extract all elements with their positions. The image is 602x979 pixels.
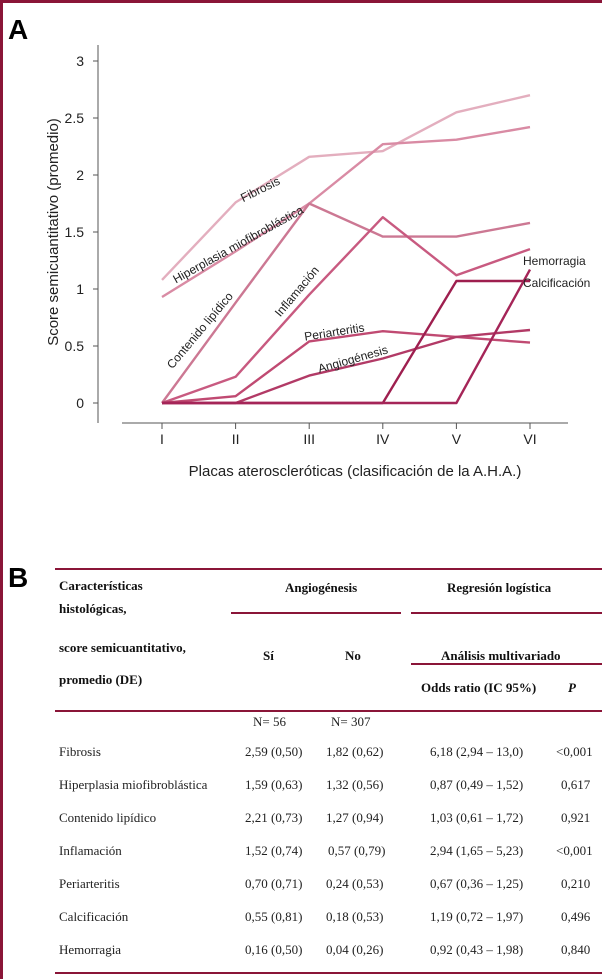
header-no: No [345, 648, 361, 663]
header-multivariado: Análisis multivariado [441, 648, 561, 663]
x-tick-label: IV [376, 431, 390, 447]
header-si: Sí [263, 648, 274, 663]
row-si: 1,59 (0,63) [245, 777, 303, 792]
row-no: 1,82 (0,62) [326, 744, 384, 759]
header-col1-line4: promedio (DE) [59, 672, 143, 687]
x-tick-label: V [452, 431, 462, 447]
row-si: 0,70 (0,71) [245, 876, 303, 891]
y-tick-label: 3 [76, 53, 84, 69]
row-name: Calcificación [59, 909, 129, 924]
series-line-periarteritis [161, 330, 531, 405]
row-no: 1,32 (0,56) [326, 777, 384, 792]
multivariate-rule [411, 663, 602, 665]
x-tick-label: III [303, 431, 315, 447]
row-name: Hemorragia [59, 942, 122, 957]
series-layer [161, 94, 532, 405]
series-line-contenido-lipidico [161, 202, 531, 404]
y-tick-label: 2.5 [65, 110, 85, 126]
row-si: 2,59 (0,50) [245, 744, 303, 759]
series-label: Inflamación [272, 263, 322, 319]
table-bottom-rule [55, 972, 602, 974]
y-tick-label: 2 [76, 167, 84, 183]
row-si: 2,21 (0,73) [245, 810, 303, 825]
row-name: Periarteritis [59, 876, 120, 891]
row-odds: 2,94 (1,65 – 5,23) [430, 843, 524, 858]
header-p: P [568, 680, 576, 695]
row-name: Contenido lipídico [59, 810, 157, 825]
series-line-hemorragia [162, 269, 532, 405]
series-label: Periarteritis [303, 320, 365, 343]
series-label: Fibrosis [238, 174, 282, 205]
table-row: Inflamación 1,52 (0,74) 0,57 (0,79) 2,94… [55, 843, 602, 863]
panel-a-letter: A [8, 14, 29, 45]
table-row: Calcificación 0,55 (0,81) 0,18 (0,53) 1,… [55, 909, 602, 929]
row-odds: 1,03 (0,61 – 1,72) [430, 810, 524, 825]
table-row: Fibrosis 2,59 (0,50) 1,82 (0,62) 6,18 (2… [55, 744, 602, 764]
header-col1-line2: histológicas, [59, 601, 127, 616]
series-line-fibrosis [161, 94, 531, 281]
x-tick-label: I [160, 431, 164, 447]
y-axis-label: Score semicuantitativo (promedio) [45, 118, 62, 346]
header-bottom-rule [55, 710, 602, 712]
x-axis-label: Placas ateroscleróticas (clasificación d… [189, 463, 522, 480]
row-si: 0,16 (0,50) [245, 942, 303, 957]
row-name: Hiperplasia miofibroblástica [59, 777, 208, 792]
row-p: <0,001 [556, 744, 593, 759]
row-odds: 1,19 (0,72 – 1,97) [430, 909, 524, 924]
header-regresion: Regresión logística [447, 580, 552, 595]
row-p: 0,496 [561, 909, 591, 924]
row-p: 0,840 [561, 942, 591, 957]
table-row: Contenido lipídico 2,21 (0,73) 1,27 (0,9… [55, 810, 602, 830]
row-odds: 0,87 (0,49 – 1,52) [430, 777, 524, 792]
table-row: Hemorragia 0,16 (0,50) 0,04 (0,26) 0,92 … [55, 942, 602, 962]
header-odds: Odds ratio (IC 95%) [421, 680, 537, 695]
row-si: 1,52 (0,74) [245, 843, 303, 858]
regression-rule [411, 612, 602, 614]
n-no: N= 307 [331, 714, 371, 729]
chart-axes: 00.511.522.53I II III IV V VI [65, 45, 568, 447]
header-angiogenesis: Angiogénesis [285, 580, 358, 595]
n-si: N= 56 [253, 714, 286, 729]
row-no: 0,18 (0,53) [326, 909, 384, 924]
row-name: Fibrosis [59, 744, 101, 759]
row-no: 0,57 (0,79) [328, 843, 386, 858]
series-line-hiperplasia-miofibroblastica [161, 125, 531, 299]
table-row: Hiperplasia miofibroblástica 1,59 (0,63)… [55, 777, 602, 797]
angiogenesis-rule [231, 612, 401, 614]
y-tick-label: 1.5 [65, 224, 85, 240]
row-name: Inflamación [59, 843, 122, 858]
row-no: 1,27 (0,94) [326, 810, 384, 825]
header-col1-line1: Características [59, 578, 143, 593]
row-odds: 6,18 (2,94 – 13,0) [430, 744, 524, 759]
y-tick-label: 0 [76, 395, 84, 411]
x-tick-label: VI [523, 431, 536, 447]
row-odds: 0,92 (0,43 – 1,98) [430, 942, 524, 957]
line-chart: 00.511.522.53I II III IV V VI FibrosisHiperpl… [45, 45, 590, 480]
row-p: 0,617 [561, 777, 591, 792]
row-no: 0,04 (0,26) [326, 942, 384, 957]
row-p: 0,210 [561, 876, 591, 891]
header-col1-line3: score semicuantitativo, [59, 640, 186, 655]
series-label: Hemorragia [523, 254, 586, 268]
row-odds: 0,67 (0,36 – 1,25) [430, 876, 524, 891]
x-tick-label: II [232, 431, 240, 447]
row-si: 0,55 (0,81) [245, 909, 303, 924]
table-top-rule [55, 568, 602, 570]
y-tick-label: 1 [76, 281, 84, 297]
row-p: 0,921 [561, 810, 591, 825]
y-tick-label: 0.5 [65, 338, 85, 354]
row-p: <0,001 [556, 843, 593, 858]
series-label: Contenido lipídico [164, 289, 236, 371]
series-label: Hiperplasia miofibroblástica [170, 203, 305, 287]
series-label: Calcificación [523, 276, 590, 290]
table-row: Periarteritis 0,70 (0,71) 0,24 (0,53) 0,… [55, 876, 602, 896]
series-line-inflamacion [161, 215, 531, 405]
panel-b-letter: B [8, 562, 29, 593]
row-no: 0,24 (0,53) [326, 876, 384, 891]
